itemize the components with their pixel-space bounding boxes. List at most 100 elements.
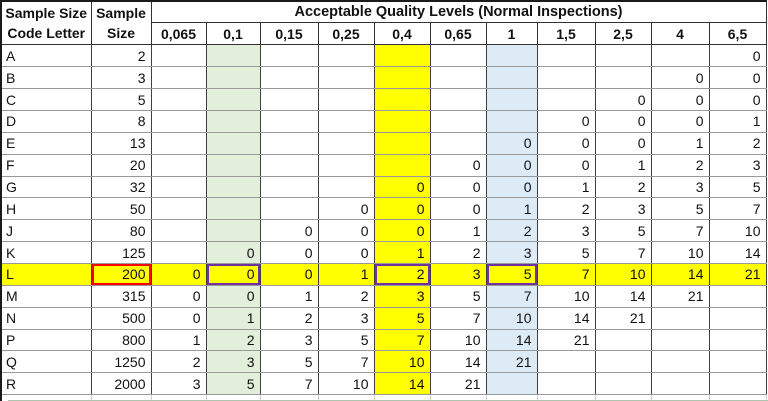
aql-value-cell[interactable] [317, 153, 375, 177]
aql-value-cell[interactable]: 3 [373, 284, 431, 308]
aql-value-cell[interactable]: 10 [373, 350, 431, 374]
partial-cell[interactable] [708, 394, 767, 401]
code-letter-cell[interactable]: N [0, 306, 92, 330]
aql-value-cell[interactable]: 2 [708, 131, 767, 155]
aql-value-cell[interactable] [594, 44, 652, 68]
aql-value-cell[interactable]: 1 [429, 219, 487, 243]
sample-size-cell[interactable]: 125 [90, 241, 152, 264]
aql-value-cell[interactable]: 7 [373, 328, 431, 352]
aql-value-cell[interactable]: 2 [536, 197, 596, 221]
aql-value-cell[interactable]: 10 [317, 372, 375, 396]
aql-value-cell[interactable] [429, 131, 487, 155]
aql-value-cell[interactable]: 0 [594, 131, 652, 155]
aql-value-cell[interactable] [259, 88, 319, 111]
sample-size-cell[interactable]: 5 [90, 88, 152, 111]
sample-size-cell[interactable]: 80 [90, 219, 152, 243]
code-letter-cell[interactable]: Q [0, 350, 92, 374]
aql-value-cell[interactable] [259, 44, 319, 68]
aql-column-header[interactable]: 0,25 [317, 22, 375, 46]
aql-value-cell[interactable]: 0 [259, 262, 319, 286]
aql-column-header[interactable]: 0,15 [259, 22, 319, 46]
aql-value-cell[interactable] [317, 88, 375, 111]
code-letter-cell[interactable]: R [0, 372, 92, 396]
aql-value-cell[interactable] [708, 284, 767, 308]
aql-value-cell[interactable] [205, 66, 261, 90]
code-letter-cell[interactable]: P [0, 328, 92, 352]
aql-value-cell[interactable]: 0 [429, 153, 487, 177]
aql-value-cell[interactable]: 0 [317, 241, 375, 264]
aql-value-cell[interactable] [373, 88, 431, 111]
aql-value-cell[interactable] [594, 350, 652, 374]
sample-size-cell[interactable]: 800 [90, 328, 152, 352]
aql-value-cell[interactable] [150, 175, 207, 199]
sample-size-cell[interactable]: 2 [90, 44, 152, 68]
aql-value-cell[interactable] [150, 109, 207, 133]
sample-size-cell[interactable]: 8 [90, 109, 152, 133]
aql-value-cell[interactable]: 0 [259, 241, 319, 264]
code-letter-cell[interactable]: M [0, 284, 92, 308]
aql-column-header[interactable]: 1,5 [536, 22, 596, 46]
aql-value-cell[interactable] [205, 153, 261, 177]
aql-column-header[interactable]: 1 [485, 22, 538, 46]
code-letter-cell[interactable]: J [0, 219, 92, 243]
aql-value-cell[interactable]: 1 [536, 175, 596, 199]
aql-column-header[interactable]: 0,065 [150, 22, 207, 46]
aql-value-cell[interactable]: 21 [536, 328, 596, 352]
code-letter-cell[interactable]: C [0, 88, 92, 111]
aql-value-cell[interactable] [150, 197, 207, 221]
aql-value-cell[interactable] [150, 44, 207, 68]
aql-value-cell[interactable]: 21 [429, 372, 487, 396]
aql-value-cell[interactable]: 10 [708, 219, 767, 243]
aql-column-header[interactable]: 6,5 [708, 22, 767, 46]
aql-value-cell[interactable]: 3 [259, 328, 319, 352]
aql-value-cell[interactable]: 7 [650, 219, 710, 243]
aql-value-cell[interactable]: 14 [594, 284, 652, 308]
sample-size-cell[interactable]: 500 [90, 306, 152, 330]
aql-value-cell[interactable] [205, 88, 261, 111]
aql-value-cell[interactable]: 0 [259, 219, 319, 243]
aql-value-cell[interactable]: 14 [429, 350, 487, 374]
aql-value-cell[interactable]: 10 [536, 284, 596, 308]
aql-value-cell[interactable] [650, 306, 710, 330]
aql-value-cell[interactable] [650, 44, 710, 68]
aql-value-cell[interactable]: 0 [536, 131, 596, 155]
aql-value-cell[interactable]: 0 [317, 197, 375, 221]
aql-value-cell[interactable]: 2 [594, 175, 652, 199]
aql-value-cell[interactable] [536, 88, 596, 111]
aql-value-cell[interactable]: 1 [317, 262, 375, 286]
aql-value-cell[interactable] [650, 328, 710, 352]
aql-value-cell[interactable]: 0 [485, 175, 538, 199]
aql-value-cell[interactable] [485, 44, 538, 68]
aql-value-cell[interactable]: 21 [594, 306, 652, 330]
aql-value-cell[interactable] [485, 372, 538, 396]
aql-value-cell[interactable]: 7 [536, 262, 596, 286]
aql-value-cell[interactable]: 10 [485, 306, 538, 330]
header-sample-size[interactable]: Sample Size [90, 0, 152, 46]
aql-value-cell[interactable]: 0 [205, 284, 261, 308]
aql-value-cell[interactable]: 0 [650, 88, 710, 111]
aql-value-cell[interactable] [317, 131, 375, 155]
aql-value-cell[interactable]: 14 [650, 262, 710, 286]
aql-value-cell[interactable] [259, 109, 319, 133]
aql-value-cell[interactable]: 21 [650, 284, 710, 308]
aql-value-cell[interactable]: 0 [317, 219, 375, 243]
aql-value-cell[interactable]: 1 [485, 197, 538, 221]
aql-value-cell[interactable] [594, 372, 652, 396]
aql-value-cell[interactable] [373, 66, 431, 90]
aql-value-cell[interactable]: 14 [373, 372, 431, 396]
aql-value-cell[interactable] [485, 109, 538, 133]
aql-value-cell[interactable]: 7 [259, 372, 319, 396]
aql-value-cell[interactable]: 3 [317, 306, 375, 330]
aql-value-cell[interactable] [259, 131, 319, 155]
code-letter-cell[interactable]: H [0, 197, 92, 221]
code-letter-cell[interactable]: G [0, 175, 92, 199]
aql-value-cell[interactable]: 2 [205, 328, 261, 352]
sample-size-cell[interactable]: 32 [90, 175, 152, 199]
aql-value-cell[interactable]: 21 [485, 350, 538, 374]
aql-value-cell[interactable]: 2 [485, 219, 538, 243]
aql-value-cell[interactable] [536, 350, 596, 374]
aql-value-cell[interactable] [485, 88, 538, 111]
aql-value-cell[interactable] [429, 66, 487, 90]
aql-value-cell[interactable]: 0 [373, 197, 431, 221]
aql-value-cell[interactable]: 0 [708, 44, 767, 68]
